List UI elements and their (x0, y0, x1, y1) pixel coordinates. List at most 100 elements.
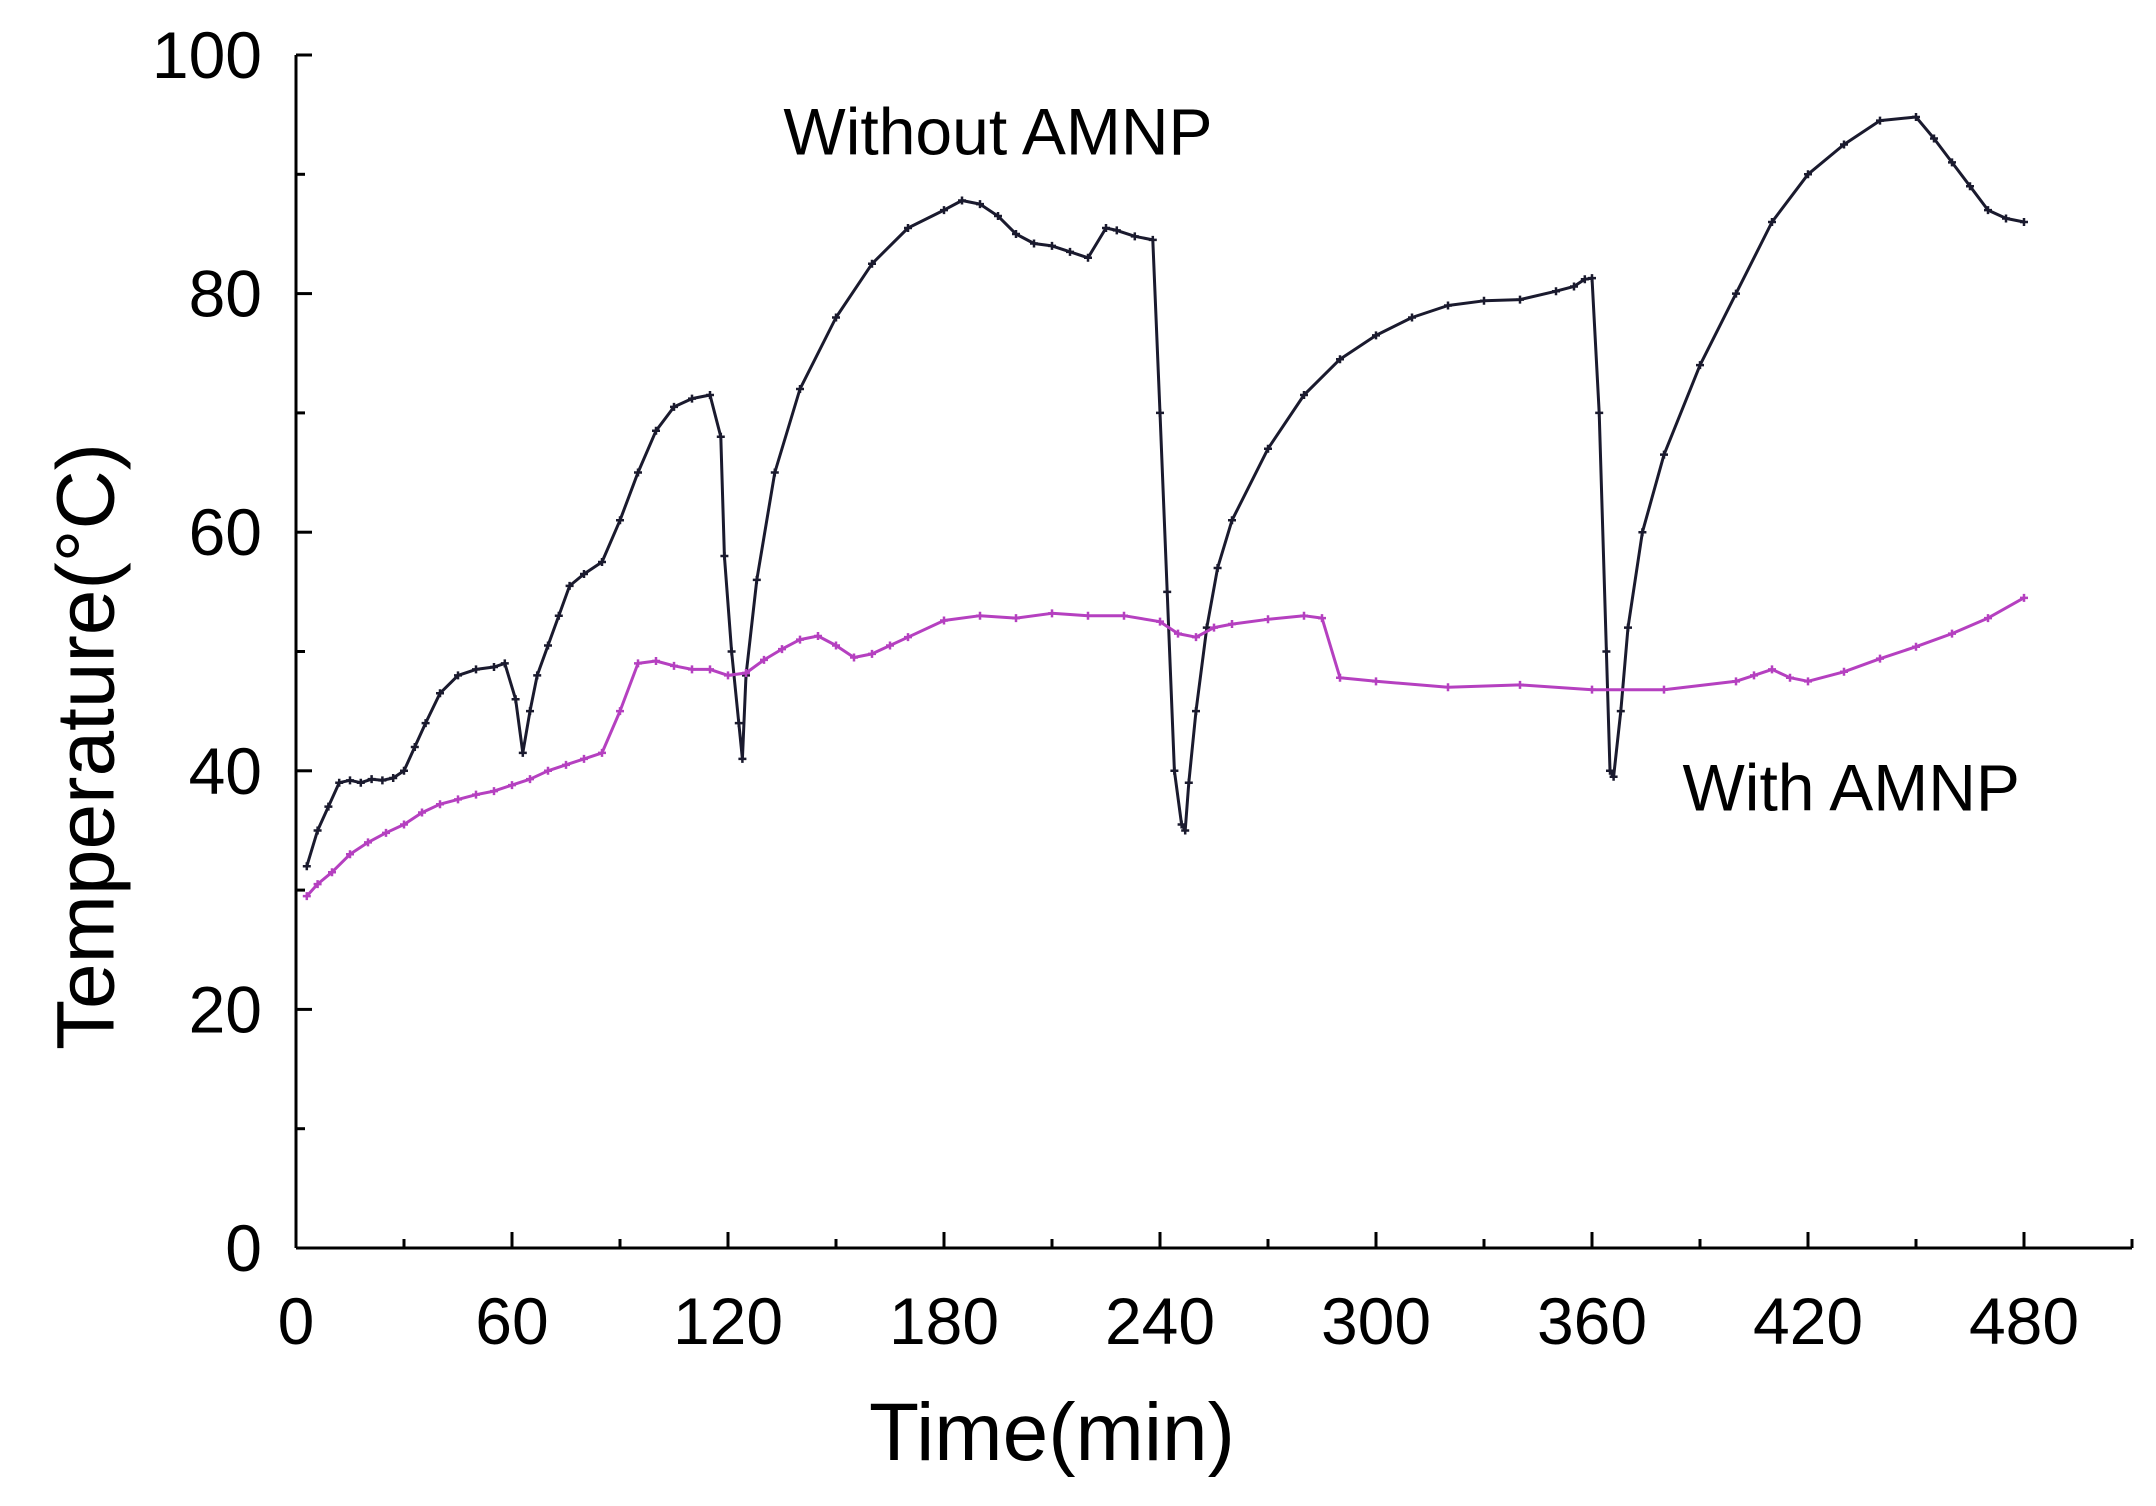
data-point (1336, 355, 1344, 364)
y-tick-label-60: 60 (189, 495, 262, 569)
data-point (1408, 313, 1416, 322)
data-point (1336, 673, 1344, 682)
data-point (1112, 226, 1121, 235)
data-point (378, 776, 387, 785)
data-point (752, 575, 761, 584)
data-point (1048, 241, 1056, 250)
data-point (1184, 778, 1193, 787)
data-point (1170, 766, 1179, 775)
data-point (1570, 282, 1578, 291)
data-point (616, 707, 624, 716)
data-point (706, 391, 714, 400)
data-point (565, 581, 574, 590)
data-point (436, 800, 444, 809)
data-point (814, 631, 822, 640)
data-point (904, 633, 912, 642)
data-point (382, 828, 390, 837)
data-point (796, 385, 804, 394)
data-point (1552, 287, 1560, 296)
data-point (1930, 134, 1938, 143)
data-point (832, 641, 840, 650)
data-point (346, 776, 354, 785)
data-point (364, 838, 372, 847)
data-point (940, 206, 948, 215)
data-point (1840, 140, 1848, 149)
data-point (958, 196, 966, 205)
labels-layer: Temperature(°C) Time(min) Without AMNP W… (41, 95, 2020, 1478)
data-point (994, 212, 1002, 221)
data-point (1084, 611, 1092, 620)
series-line (305, 596, 2025, 898)
data-point (2020, 218, 2028, 227)
series-label-with-amnp: With AMNP (1683, 751, 2020, 825)
data-point (1030, 239, 1038, 248)
data-point (436, 689, 444, 698)
data-point (1609, 772, 1618, 781)
data-point (1213, 563, 1222, 572)
x-axis-title: Time(min) (869, 1387, 1235, 1478)
series-label-without-amnp: Without AMNP (783, 95, 1212, 169)
data-point (1660, 450, 1668, 459)
data-point (544, 641, 552, 650)
x-tick-label-0: 0 (278, 1284, 315, 1358)
data-point (1732, 289, 1740, 298)
data-point (940, 616, 948, 625)
data-point (1372, 677, 1380, 686)
data-point (324, 802, 333, 811)
data-point (1732, 677, 1740, 686)
data-point (1084, 253, 1092, 262)
data-point (1876, 116, 1884, 125)
y-tick-label-80: 80 (189, 257, 262, 331)
x-tick-label-300: 300 (1321, 1284, 1431, 1358)
data-point (598, 558, 606, 567)
data-point (526, 707, 534, 716)
data-point (1588, 274, 1596, 283)
y-tick-label-40: 40 (189, 734, 262, 808)
data-point (472, 665, 480, 674)
data-point (1012, 614, 1020, 623)
data-point (490, 787, 498, 796)
data-point (518, 748, 527, 757)
data-point (1174, 629, 1182, 638)
data-point (346, 850, 354, 859)
x-tick-label-240: 240 (1105, 1284, 1215, 1358)
data-point (1840, 667, 1848, 676)
data-point (868, 649, 876, 658)
data-point (313, 880, 322, 889)
data-point (1876, 654, 1884, 663)
data-point (1012, 229, 1020, 238)
data-point (616, 516, 624, 525)
data-point (1606, 766, 1614, 775)
data-point (634, 659, 642, 668)
series-line (305, 115, 2025, 867)
x-tick-label-480: 480 (1969, 1284, 2079, 1358)
data-point (868, 259, 876, 268)
data-point (1228, 516, 1236, 525)
series-layer (302, 113, 2028, 901)
data-point (796, 635, 804, 644)
data-point (1048, 609, 1056, 618)
data-point (508, 781, 516, 790)
data-point (1624, 623, 1632, 632)
y-axis-title: Temperature(°C) (41, 443, 132, 1050)
data-point (1066, 247, 1074, 256)
x-tick-label-420: 420 (1753, 1284, 1863, 1358)
data-point (1580, 275, 1589, 284)
data-point (302, 892, 311, 901)
data-point (850, 653, 858, 662)
data-point (1516, 295, 1524, 304)
data-point (1966, 182, 1974, 191)
data-point (1192, 707, 1200, 716)
data-point (554, 611, 563, 620)
data-point (670, 402, 678, 411)
series-without-amnp (302, 113, 2028, 871)
data-point (770, 468, 779, 477)
data-point (1177, 820, 1186, 829)
x-tick-label-60: 60 (475, 1284, 548, 1358)
data-point (526, 775, 534, 784)
data-point (727, 647, 736, 656)
data-point (580, 569, 588, 578)
data-point (1602, 647, 1611, 656)
data-point (544, 766, 552, 775)
data-point (1300, 611, 1308, 620)
